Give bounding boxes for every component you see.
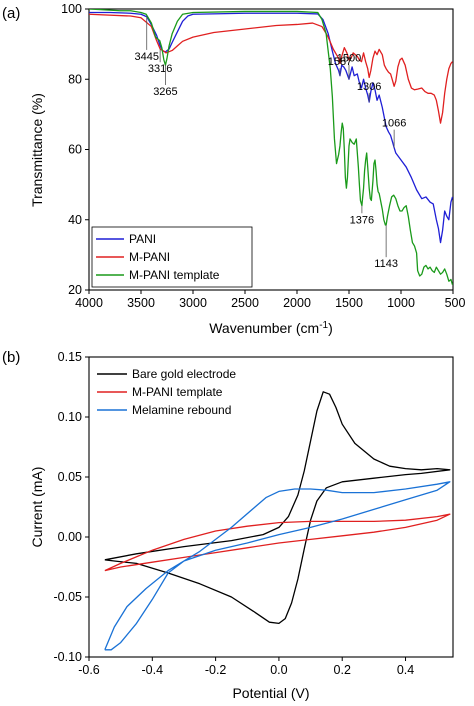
chart-b-series-melamine-rebound bbox=[104, 481, 451, 651]
chart-a-legend-label-pani: PANI bbox=[129, 232, 156, 246]
chart-b-legend-label-bare-gold: Bare gold electrode bbox=[132, 367, 236, 381]
chart-a-ytick-label: 20 bbox=[68, 283, 82, 297]
panel-a-label: (a) bbox=[2, 5, 20, 22]
chart-a-series-m-pani bbox=[89, 13, 453, 124]
chart-b-xtick-label: 0.0 bbox=[270, 663, 287, 677]
chart-b-x-axis: -0.6 -0.4 -0.2 0.0 0.2 0.4 bbox=[78, 657, 414, 677]
chart-a-ylabel: Transmittance (%) bbox=[29, 93, 45, 207]
chart-a-annotation-label: 1066 bbox=[382, 118, 406, 130]
chart-b-xlabel: Potential (V) bbox=[232, 685, 309, 701]
chart-a-xtick-label: 500 bbox=[445, 296, 466, 310]
chart-b-ytick-label: -0.10 bbox=[54, 650, 83, 664]
chart-b-xtick-label: -0.4 bbox=[142, 663, 164, 677]
chart-a-legend: PANI M-PANI M-PANI template bbox=[91, 226, 253, 288]
chart-b-y-axis: -0.10 -0.05 0.00 0.05 0.10 0.15 bbox=[54, 350, 89, 664]
chart-b-xtick-label: 0.2 bbox=[334, 663, 351, 677]
chart-b-series-m-pani-template bbox=[104, 513, 451, 572]
chart-a-xtick-label: 4000 bbox=[75, 296, 103, 310]
chart-a-xlabel-main: Wavenumber (cm bbox=[209, 320, 319, 336]
chart-b-xtick-label: -0.6 bbox=[78, 663, 100, 677]
chart-b-legend-label-melamine-rebound: Melamine rebound bbox=[132, 403, 231, 417]
chart-a-annotation-label: 1376 bbox=[350, 214, 374, 226]
chart-b-frame bbox=[88, 356, 454, 658]
chart-b-xtick-label: -0.2 bbox=[205, 663, 227, 677]
chart-a-annotation-label: 1500 bbox=[337, 53, 361, 65]
chart-a-x-axis: 4000 3500 3000 2500 2000 1500 1000 500 bbox=[75, 290, 465, 310]
chart-a-legend-label-m-pani-template: M-PANI template bbox=[129, 268, 220, 282]
chart-a-annotation-label: 1306 bbox=[357, 81, 381, 93]
chart-b-ylabel: Current (mA) bbox=[29, 467, 45, 548]
chart-a-xlabel: Wavenumber (cm-1) bbox=[209, 320, 333, 336]
chart-a-annotation-label: 3316 bbox=[148, 63, 172, 75]
chart-a-xtick-label: 1000 bbox=[387, 296, 415, 310]
chart-a-annotation-label: 3445 bbox=[134, 51, 158, 63]
chart-a-y-axis: 20 40 60 80 100 bbox=[61, 2, 89, 297]
chart-a-series-pani bbox=[89, 11, 453, 244]
chart-a-xtick-label: 3000 bbox=[179, 296, 207, 310]
chart-a-xlabel-suffix: ) bbox=[328, 320, 333, 336]
chart-a-xtick-label: 1500 bbox=[335, 296, 363, 310]
chart-a-ytick-label: 60 bbox=[68, 143, 82, 157]
chart-b-series-layer bbox=[104, 391, 451, 651]
chart-a-xtick-label: 2500 bbox=[231, 296, 259, 310]
chart-b: -0.6 -0.4 -0.2 0.0 0.2 0.4 -0.10 -0.05 0.00 0.05… bbox=[29, 350, 454, 701]
chart-a: 4000 3500 3000 2500 2000 1500 1000 500 20 40 60 80… bbox=[29, 2, 465, 336]
chart-b-xtick-label: 0.4 bbox=[397, 663, 414, 677]
chart-b-ytick-label: 0.15 bbox=[58, 350, 82, 364]
chart-a-annotation-label: 3265 bbox=[153, 86, 177, 98]
chart-b-ytick-label: -0.05 bbox=[54, 590, 83, 604]
chart-a-xlabel-sup: -1 bbox=[319, 320, 328, 331]
chart-a-series-layer bbox=[89, 9, 453, 285]
chart-b-series-bare-gold-electrode bbox=[104, 391, 451, 625]
chart-b-ytick-label: 0.10 bbox=[58, 410, 82, 424]
chart-a-ytick-label: 40 bbox=[68, 213, 82, 227]
chart-b-ytick-label: 0.00 bbox=[58, 530, 82, 544]
chart-b-legend: Bare gold electrode M-PANI template Mela… bbox=[97, 367, 236, 417]
chart-a-ytick-label: 80 bbox=[68, 72, 82, 86]
chart-a-series-m-pani-template bbox=[89, 9, 453, 285]
chart-a-xtick-label: 3500 bbox=[127, 296, 155, 310]
chart-a-legend-label-m-pani: M-PANI bbox=[129, 250, 170, 264]
chart-a-annotation-label: 1143 bbox=[374, 258, 398, 270]
chart-b-ytick-label: 0.05 bbox=[58, 470, 82, 484]
panel-b-label: (b) bbox=[2, 349, 20, 366]
chart-a-xtick-label: 2000 bbox=[283, 296, 311, 310]
chart-b-legend-label-m-pani-template: M-PANI template bbox=[132, 385, 223, 399]
chart-a-ytick-label: 100 bbox=[61, 2, 82, 16]
chart-a-annotation-label: 1587 bbox=[328, 56, 352, 68]
